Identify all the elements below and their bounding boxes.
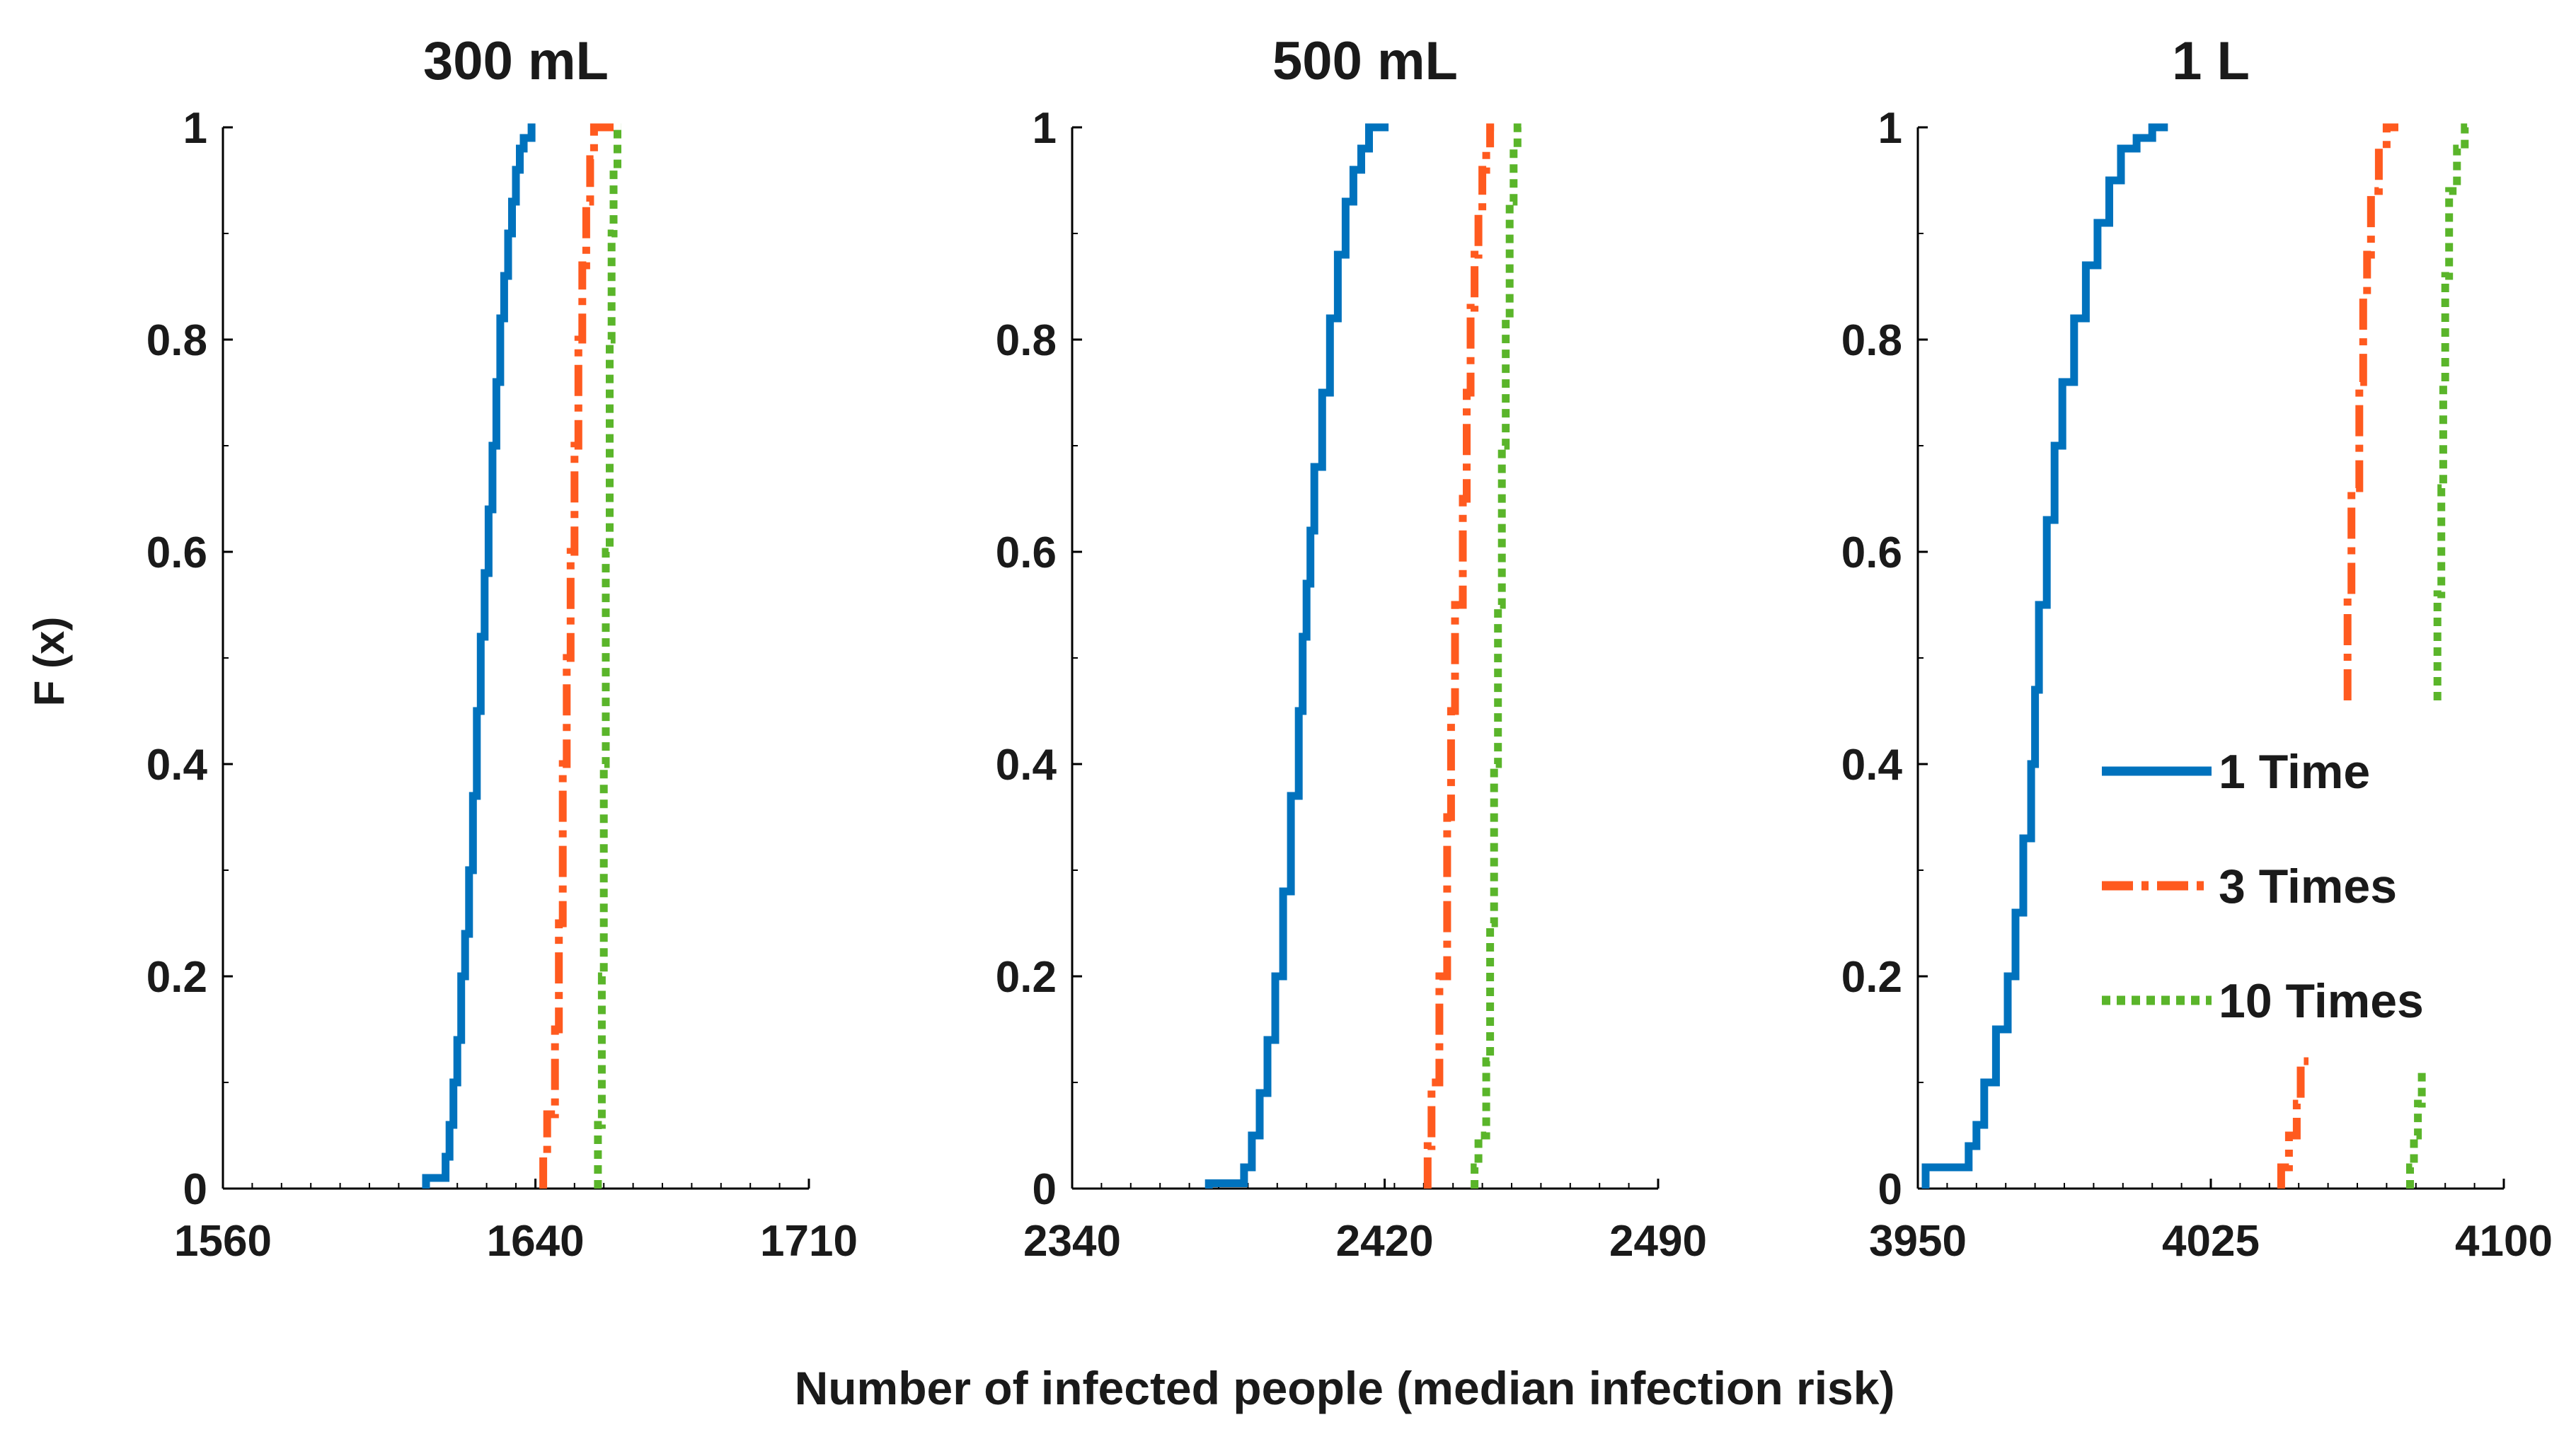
series-line-3-times (539, 123, 614, 1189)
legend-label-3-times: 3 Times (2219, 860, 2397, 913)
series-line-10-times (1471, 123, 1526, 1189)
x-axis-label: Number of infected people (median infect… (795, 1362, 1895, 1414)
x-tick-label: 4025 (2162, 1217, 2260, 1266)
y-tick-label: 0.6 (1841, 528, 1902, 577)
y-tick-label: 0.6 (996, 528, 1057, 577)
y-tick-label: 0 (183, 1165, 207, 1214)
chart-title: 300 mL (423, 31, 609, 91)
x-tick-label: 1640 (487, 1217, 585, 1266)
y-tick-label: 1 (183, 104, 207, 153)
legend-label-10-times: 10 Times (2219, 974, 2424, 1028)
y-tick-label: 0.8 (146, 316, 207, 365)
series-line-1-time (1921, 123, 2168, 1189)
y-tick-label: 0.4 (996, 741, 1057, 790)
y-tick-label: 0.4 (146, 741, 208, 790)
series-line-10-times (594, 123, 621, 1189)
y-tick-label: 0.2 (996, 953, 1057, 1002)
x-tick-label: 3950 (1869, 1217, 1967, 1266)
y-axis-label: F (x) (25, 617, 73, 707)
x-tick-label: 4100 (2455, 1217, 2553, 1266)
series-line-10-times-segment-1 (2406, 1068, 2426, 1189)
y-tick-label: 0.8 (996, 316, 1057, 365)
legend: 1 Time 3 Times 10 Times (2102, 745, 2424, 1028)
series-line-1-time (422, 123, 536, 1189)
series-line-1-time (1204, 123, 1389, 1189)
chart-title: 1 L (2172, 31, 2250, 91)
series-line-3-times-segment-1 (2277, 1057, 2308, 1189)
panel-500ml: 500 mL 0 0.2 0.4 0.6 0.8 1 2340 2420 2490 (996, 31, 1707, 1266)
x-tick-label: 2490 (1609, 1217, 1707, 1266)
chart-title: 500 mL (1272, 31, 1458, 91)
x-tick-label: 1560 (174, 1217, 272, 1266)
x-tick-label: 1710 (760, 1217, 858, 1266)
y-tick-label: 0.8 (1841, 316, 1902, 365)
y-tick-label: 0.2 (1841, 953, 1902, 1002)
y-tick-label: 0.6 (146, 528, 207, 577)
y-tick-label: 0 (1878, 1165, 1902, 1214)
y-tick-label: 0.2 (146, 953, 207, 1002)
x-tick-label: 2340 (1023, 1217, 1121, 1266)
x-tick-label: 2420 (1336, 1217, 1434, 1266)
legend-label-1-time: 1 Time (2219, 745, 2370, 799)
y-tick-label: 1 (1033, 104, 1057, 153)
series-line-3-times-segment-2 (2343, 123, 2398, 700)
series-line-3-times (1423, 123, 1495, 1189)
y-tick-label: 1 (1878, 104, 1902, 153)
panel-1l: 1 L 0 0.2 0.4 0.6 0.8 1 3950 4025 4100 1 Time 3 Tim… (1841, 31, 2553, 1266)
series-line-10-times-segment-2 (2433, 123, 2473, 700)
y-tick-label: 0.4 (1841, 741, 1903, 790)
panel-300ml: 300 mL 0 0.2 0.4 0.6 0.8 1 1560 1640 1710 (146, 31, 858, 1266)
y-tick-label: 0 (1033, 1165, 1057, 1214)
